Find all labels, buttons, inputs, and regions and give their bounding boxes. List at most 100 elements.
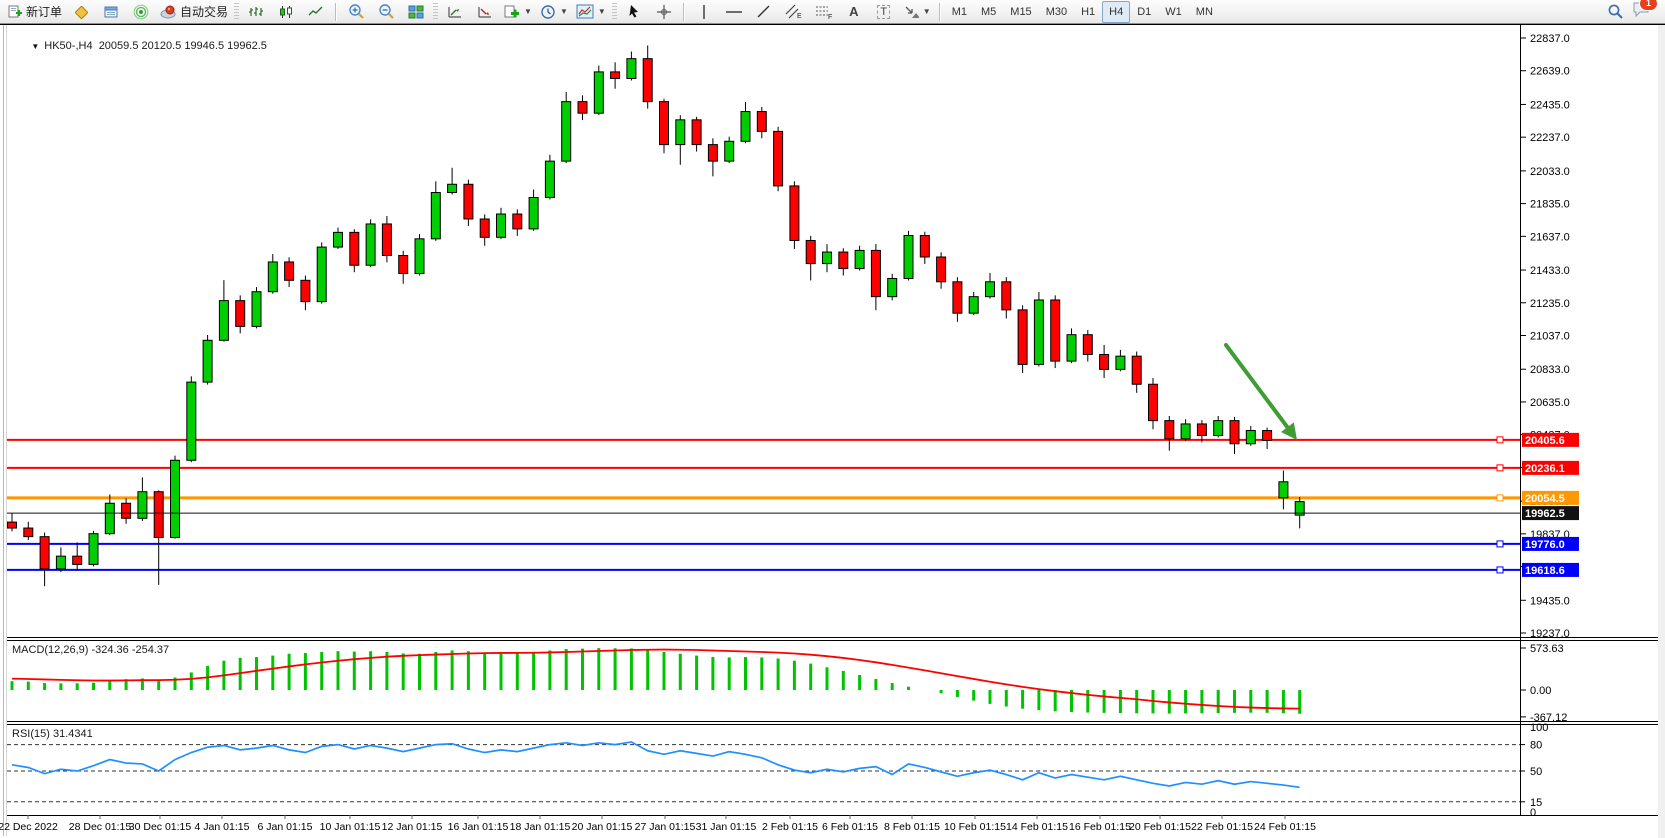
autotrading-label: 自动交易 [180, 5, 229, 19]
svg-text:21433.0: 21433.0 [1530, 265, 1570, 277]
line-handle [1496, 494, 1504, 502]
svg-text:22639.0: 22639.0 [1530, 66, 1570, 78]
timeframe-m15-button[interactable]: M15 [1010, 5, 1032, 18]
search-icon[interactable] [1607, 3, 1624, 20]
one-click-trading-collapse-icon[interactable]: ▼ [31, 42, 40, 51]
timeframe-m5-button[interactable]: M5 [981, 5, 997, 18]
new-order-button[interactable]: 新订单 [4, 1, 66, 23]
autotrading-button[interactable]: 自动交易 [156, 1, 232, 23]
timeframe-d1-button[interactable]: D1 [1137, 5, 1152, 18]
market-watch-button[interactable] [66, 1, 96, 23]
arrows-shapes-icon [905, 6, 919, 18]
chart-line-button[interactable] [301, 1, 331, 23]
svg-text:28 Dec 01:15: 28 Dec 01:15 [69, 821, 132, 833]
chart-title: ▼ HK50-,H4 20059.5 20120.5 19946.5 19962.… [13, 28, 267, 64]
chart-canvas[interactable]: 22837.0 22639.0 22435.0 22237.0 22033.0 21835… [0, 24, 1665, 838]
new-order-icon [8, 5, 22, 18]
toolbar-grip [433, 2, 439, 21]
vertical-line-button[interactable] [689, 1, 719, 23]
svg-text:F: F [828, 14, 832, 20]
chart-bars-button[interactable] [241, 1, 271, 23]
svg-text:18 Jan 01:15: 18 Jan 01:15 [510, 821, 571, 833]
toolbar-separator [682, 2, 685, 21]
text-button[interactable]: A [839, 1, 869, 23]
trendline-button[interactable] [749, 1, 779, 23]
chevron-down-icon: ▼ [559, 7, 568, 16]
zoom-in-button[interactable] [341, 1, 371, 23]
add-indicator-button[interactable]: ▼ [500, 1, 536, 23]
fibonacci-button[interactable]: F [809, 1, 839, 23]
line-chart-icon [308, 6, 323, 15]
toolbar-separator [335, 2, 338, 21]
svg-text:4 Jan 01:15: 4 Jan 01:15 [195, 821, 250, 833]
periods-button[interactable]: ▼ [536, 1, 572, 23]
svg-text:20833.0: 20833.0 [1530, 364, 1570, 376]
chevron-down-icon: ▼ [597, 7, 606, 16]
timeframe-w1-button[interactable]: W1 [1165, 5, 1182, 18]
templates-button[interactable]: ▼ [572, 1, 610, 23]
signals-button[interactable] [126, 1, 156, 23]
svg-text:0: 0 [1530, 807, 1536, 819]
toolbar-separator [938, 2, 941, 21]
chevron-down-icon: ▼ [922, 7, 931, 16]
notification-badge: 1 [1639, 0, 1658, 11]
svg-text:27 Jan 01:15: 27 Jan 01:15 [635, 821, 696, 833]
notifications-button[interactable]: 1 [1632, 0, 1658, 23]
line-handle [1496, 566, 1504, 574]
rsi-indicator-label: RSI(15) 31.4341 [12, 728, 93, 740]
line-handle [1496, 540, 1504, 548]
svg-text:20236.1: 20236.1 [1525, 463, 1565, 475]
svg-text:-367.12: -367.12 [1530, 712, 1567, 724]
shapes-button[interactable]: ▼ [899, 1, 935, 23]
svg-text:22837.0: 22837.0 [1530, 33, 1570, 45]
svg-text:100: 100 [1530, 722, 1548, 734]
equidistant-channel-button[interactable]: E [779, 1, 809, 23]
crosshair-button[interactable] [649, 1, 679, 23]
timeframe-bar: M1 M5 M15 M30 H1 H4 D1 W1 MN [945, 0, 1220, 23]
timeframe-m30-button[interactable]: M30 [1045, 5, 1068, 18]
indicator-down-icon [478, 6, 492, 18]
trend-arrow-annotation [1224, 343, 1297, 440]
cursor-button[interactable] [619, 1, 649, 23]
vertical-line-icon [703, 4, 705, 19]
timeframe-h1-button[interactable]: H1 [1081, 5, 1096, 18]
svg-text:20635.0: 20635.0 [1530, 397, 1570, 409]
text-label-button[interactable]: T [869, 1, 899, 23]
market-watch-icon [75, 5, 88, 19]
svg-text:19618.6: 19618.6 [1525, 565, 1565, 577]
svg-text:16 Feb 01:15: 16 Feb 01:15 [1069, 821, 1131, 833]
zoom-out-icon [378, 4, 394, 19]
horizontal-line-button[interactable] [719, 1, 749, 23]
svg-text:20405.6: 20405.6 [1525, 435, 1565, 447]
zoom-in-icon [348, 4, 364, 19]
svg-text:16 Jan 01:15: 16 Jan 01:15 [448, 821, 509, 833]
svg-text:10 Jan 01:15: 10 Jan 01:15 [320, 821, 381, 833]
indicator-window-down-button[interactable] [470, 1, 500, 23]
add-indicator-icon [504, 5, 520, 17]
candles-layer [7, 45, 1305, 587]
svg-text:24 Feb 01:15: 24 Feb 01:15 [1254, 821, 1316, 833]
timeframe-mn-button[interactable]: MN [1195, 5, 1213, 18]
svg-text:8 Feb 01:15: 8 Feb 01:15 [884, 821, 940, 833]
timeframe-h4-button[interactable]: H4 [1102, 0, 1131, 23]
macd-indicator-label: MACD(12,26,9) -324.36 -254.37 [12, 644, 170, 656]
svg-text:10 Feb 01:15: 10 Feb 01:15 [944, 821, 1006, 833]
svg-text:22 Feb 01:15: 22 Feb 01:15 [1191, 821, 1253, 833]
svg-text:22237.0: 22237.0 [1530, 132, 1570, 144]
data-window-button[interactable] [96, 1, 126, 23]
zoom-out-button[interactable] [371, 1, 401, 23]
tile-windows-button[interactable] [401, 1, 431, 23]
svg-text:573.63: 573.63 [1530, 643, 1564, 655]
svg-text:2 Feb 01:15: 2 Feb 01:15 [762, 821, 818, 833]
svg-text:21637.0: 21637.0 [1530, 231, 1570, 243]
toolbar: 新订单 自动交易 [0, 0, 1665, 24]
svg-text:6 Jan 01:15: 6 Jan 01:15 [258, 821, 313, 833]
svg-text:21235.0: 21235.0 [1530, 298, 1570, 310]
chart-candles-button[interactable] [271, 1, 301, 23]
line-handle [1496, 436, 1504, 444]
toolbar-grip [611, 2, 617, 21]
text-a-icon: A [849, 4, 859, 19]
timeframe-m1-button[interactable]: M1 [951, 5, 967, 18]
indicator-window-up-button[interactable] [440, 1, 470, 23]
